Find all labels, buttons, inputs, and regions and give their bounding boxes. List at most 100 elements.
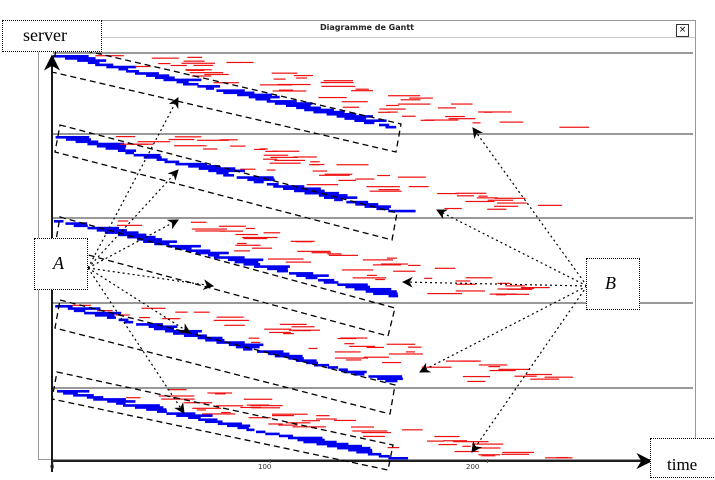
job-bar-secondary xyxy=(481,455,496,457)
job-bar-primary xyxy=(353,372,365,376)
job-bar-secondary xyxy=(495,294,507,296)
job-bar-secondary xyxy=(302,420,320,422)
job-bar-secondary xyxy=(349,345,376,347)
region-box-a xyxy=(51,371,394,471)
job-bar-secondary xyxy=(401,115,416,117)
job-bar-secondary xyxy=(214,393,226,395)
job-bar-primary xyxy=(153,327,175,331)
job-bar-primary xyxy=(296,274,329,277)
job-bar-secondary xyxy=(316,415,330,417)
label-a-text: A xyxy=(53,253,64,273)
job-bar-secondary xyxy=(162,318,181,320)
job-bars xyxy=(53,55,590,460)
job-bar-secondary xyxy=(521,287,535,290)
job-bar-secondary xyxy=(559,126,590,128)
job-bar-secondary xyxy=(409,97,433,99)
job-bar-secondary xyxy=(234,250,251,252)
job-bar-secondary xyxy=(248,337,260,339)
job-bar-secondary xyxy=(407,346,422,348)
job-bar-secondary xyxy=(472,443,504,445)
job-bar-secondary xyxy=(207,392,233,394)
job-bar-secondary xyxy=(96,310,113,312)
job-bar-secondary xyxy=(355,88,369,90)
job-bar-primary xyxy=(216,171,229,175)
job-bar-primary xyxy=(216,341,245,344)
job-bar-primary xyxy=(385,379,398,383)
job-bar-primary xyxy=(288,357,304,360)
job-bar-secondary xyxy=(168,138,195,141)
job-bar-secondary xyxy=(459,360,478,362)
job-bar-secondary xyxy=(285,261,311,263)
x-tick-label: 200 xyxy=(466,463,480,471)
job-bar-secondary xyxy=(478,111,512,113)
job-bar-secondary xyxy=(272,90,307,92)
job-bar-primary xyxy=(65,138,91,141)
job-bar-secondary xyxy=(248,417,271,419)
job-bar-secondary xyxy=(494,205,519,207)
job-bar-primary xyxy=(378,123,390,127)
job-bar-primary xyxy=(364,121,375,125)
label-a: A xyxy=(34,238,88,290)
job-bar-secondary xyxy=(259,84,293,86)
job-bar-secondary xyxy=(213,319,249,322)
job-bar-secondary xyxy=(424,119,459,121)
job-bar-secondary xyxy=(537,204,562,206)
job-bar-secondary xyxy=(306,184,339,186)
job-bar-primary xyxy=(96,144,127,148)
job-bar-secondary xyxy=(507,288,533,290)
job-bar-primary xyxy=(154,76,175,80)
job-bar-secondary xyxy=(556,456,569,459)
job-bar-secondary xyxy=(226,61,254,64)
job-bar-secondary xyxy=(386,343,416,345)
job-bar-primary xyxy=(274,354,303,358)
job-bar-secondary xyxy=(279,89,294,91)
job-bar-primary xyxy=(306,361,319,365)
job-bar-secondary xyxy=(190,221,207,223)
job-bar-primary xyxy=(243,263,261,266)
job-bar-primary xyxy=(346,200,369,204)
job-bar-secondary xyxy=(352,430,388,432)
job-bar-primary xyxy=(248,95,280,99)
job-bar-primary xyxy=(276,269,289,273)
job-bar-secondary xyxy=(191,75,212,77)
close-button[interactable]: × xyxy=(676,24,689,37)
job-bar-primary xyxy=(355,203,379,206)
job-bar-primary xyxy=(106,316,116,319)
job-bar-secondary xyxy=(117,220,129,222)
job-bar-primary xyxy=(273,185,305,188)
job-bar-primary xyxy=(123,404,160,407)
job-bar-secondary xyxy=(139,316,151,319)
job-bar-primary xyxy=(236,176,274,179)
job-bar-primary xyxy=(257,350,284,353)
annotation-arrow-b xyxy=(401,276,588,288)
job-bar-secondary xyxy=(498,368,530,370)
job-bar-secondary xyxy=(386,104,399,107)
job-bar-secondary xyxy=(312,163,325,166)
job-bar-secondary xyxy=(151,57,179,59)
job-bar-secondary xyxy=(197,139,229,141)
job-bar-primary xyxy=(134,406,164,409)
job-bar-secondary xyxy=(181,62,215,64)
job-bar-secondary xyxy=(434,267,456,269)
job-bar-secondary xyxy=(161,398,195,400)
job-bar-primary xyxy=(137,238,163,241)
job-bar-secondary xyxy=(502,451,535,454)
job-bar-secondary xyxy=(237,242,247,245)
job-bar-primary xyxy=(205,87,215,90)
job-bar-secondary xyxy=(318,96,347,99)
job-bar-secondary xyxy=(272,414,294,417)
job-bar-primary xyxy=(176,414,213,417)
job-bar-primary xyxy=(205,338,225,342)
job-bar-secondary xyxy=(465,277,493,279)
job-bar-primary xyxy=(134,72,159,75)
job-bar-secondary xyxy=(243,398,273,400)
job-bar-secondary xyxy=(293,156,317,158)
job-bar-secondary xyxy=(448,118,476,120)
job-bar-primary xyxy=(197,85,221,88)
job-bar-secondary xyxy=(352,277,387,279)
job-bar-primary xyxy=(228,343,264,347)
job-bar-primary xyxy=(117,149,137,153)
job-bar-primary xyxy=(368,375,403,378)
job-bar-secondary xyxy=(264,328,292,330)
job-bar-primary xyxy=(116,402,126,405)
